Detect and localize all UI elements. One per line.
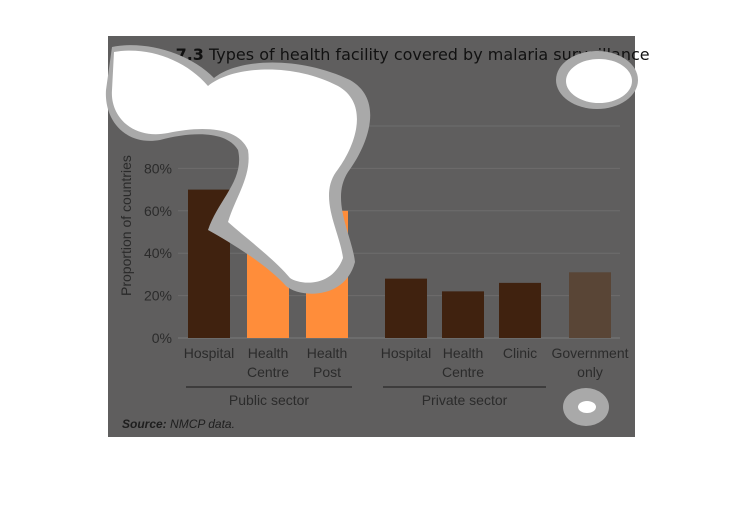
y-tick-label: 20% <box>144 288 172 304</box>
x-tick-label: Hospital <box>184 345 235 361</box>
x-tick-label: Clinic <box>503 345 537 361</box>
source-note: Source: NMCP data. <box>122 417 235 431</box>
x-tick-label: Centre <box>442 364 484 380</box>
x-tick-label: Hospital <box>381 345 432 361</box>
x-tick-label: Health <box>443 345 483 361</box>
source-text: NMCP data. <box>170 417 235 431</box>
bar <box>188 189 230 338</box>
group-label: Private sector <box>422 392 508 408</box>
bar <box>306 210 348 338</box>
y-tick-label: 100% <box>136 118 172 134</box>
x-tick-label: Post <box>313 364 341 380</box>
x-tick-label: Government <box>551 345 628 361</box>
bar <box>442 291 484 338</box>
x-tick-label: Centre <box>247 364 289 380</box>
y-tick-label: 40% <box>144 245 172 261</box>
y-axis-label: Proportion of countries <box>118 155 134 296</box>
y-tick-label: 60% <box>144 203 172 219</box>
bar <box>385 278 427 338</box>
y-tick-label: 0% <box>152 330 172 346</box>
bar <box>247 189 289 338</box>
x-tick-label: only <box>577 364 603 380</box>
bar <box>569 272 611 338</box>
y-tick-label: 80% <box>144 160 172 176</box>
bar <box>499 282 541 338</box>
source-label: Source: <box>122 417 167 431</box>
x-tick-label: Health <box>307 345 347 361</box>
group-label: Public sector <box>229 392 309 408</box>
x-tick-label: Health <box>248 345 288 361</box>
